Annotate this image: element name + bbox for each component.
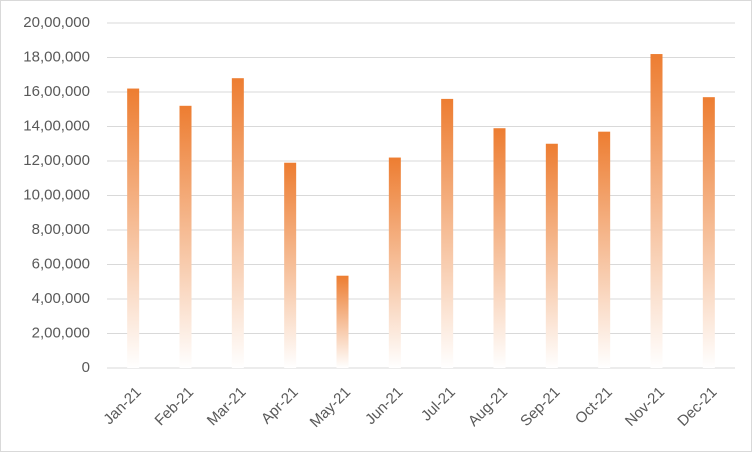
y-tick-label: 16,00,000 [23,83,90,100]
bar [493,128,506,368]
bar [702,97,715,369]
y-tick-label: 6,00,000 [32,255,90,272]
y-tick-label: 18,00,000 [23,48,90,65]
bar [545,143,558,368]
y-tick-label: 12,00,000 [23,152,90,169]
y-tick-label: 20,00,000 [23,14,90,31]
bar [336,275,349,368]
bar [127,88,140,369]
bar [179,105,192,369]
y-tick-label: 2,00,000 [32,324,90,341]
bar [231,78,244,368]
bar [441,98,454,369]
y-tick-label: 8,00,000 [32,221,90,238]
y-tick-label: 10,00,000 [23,186,90,203]
bar [284,162,297,368]
bar [650,54,663,369]
bar [388,157,401,368]
y-tick-label: 0 [82,359,90,376]
bar [598,131,611,368]
y-tick-label: 4,00,000 [32,290,90,307]
y-tick-label: 14,00,000 [23,117,90,134]
